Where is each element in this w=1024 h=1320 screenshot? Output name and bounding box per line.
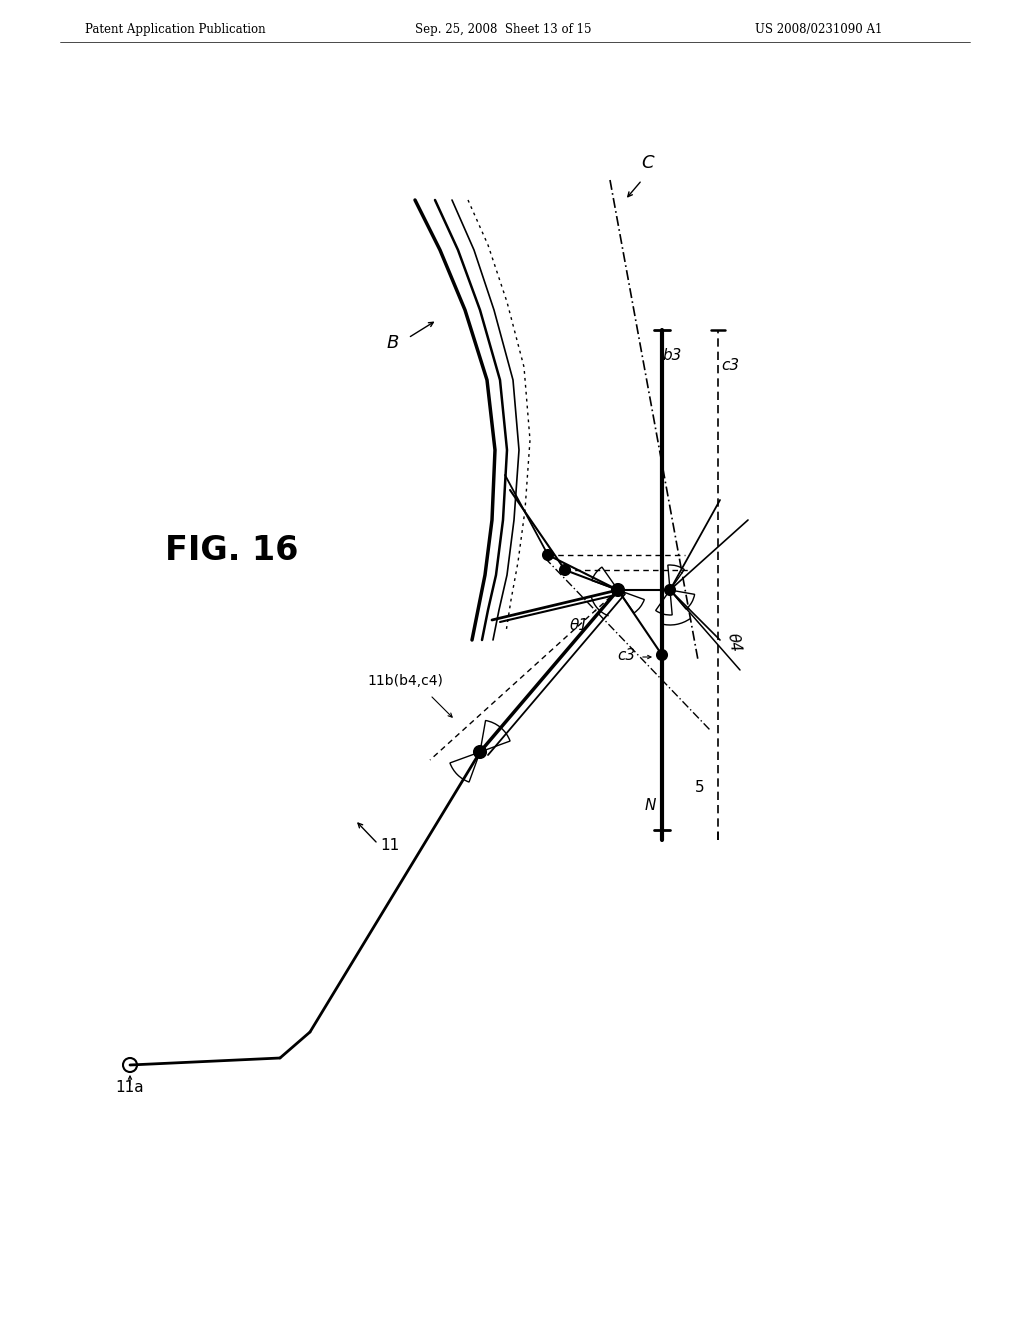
Circle shape — [612, 583, 624, 597]
Text: 5: 5 — [695, 780, 705, 795]
Text: N: N — [644, 799, 655, 813]
Text: c3: c3 — [721, 358, 739, 374]
Text: B: B — [387, 334, 399, 352]
Circle shape — [657, 649, 667, 660]
Text: θ4: θ4 — [725, 631, 743, 653]
Text: Sep. 25, 2008  Sheet 13 of 15: Sep. 25, 2008 Sheet 13 of 15 — [415, 24, 592, 37]
Circle shape — [474, 746, 486, 758]
Text: θ1: θ1 — [570, 618, 589, 634]
Circle shape — [543, 550, 553, 560]
Circle shape — [560, 565, 570, 576]
Text: 11a: 11a — [116, 1080, 144, 1096]
Text: US 2008/0231090 A1: US 2008/0231090 A1 — [755, 24, 883, 37]
Text: C: C — [642, 154, 654, 172]
Text: Patent Application Publication: Patent Application Publication — [85, 24, 265, 37]
Text: 11b(b4,c4): 11b(b4,c4) — [367, 675, 443, 688]
Circle shape — [665, 585, 675, 595]
Text: FIG. 16: FIG. 16 — [165, 533, 298, 566]
Text: c3: c3 — [616, 648, 635, 663]
Text: 11: 11 — [380, 838, 399, 853]
Text: b3: b3 — [663, 348, 682, 363]
